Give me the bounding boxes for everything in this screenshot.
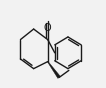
Text: O: O (44, 23, 52, 33)
Polygon shape (47, 61, 60, 78)
